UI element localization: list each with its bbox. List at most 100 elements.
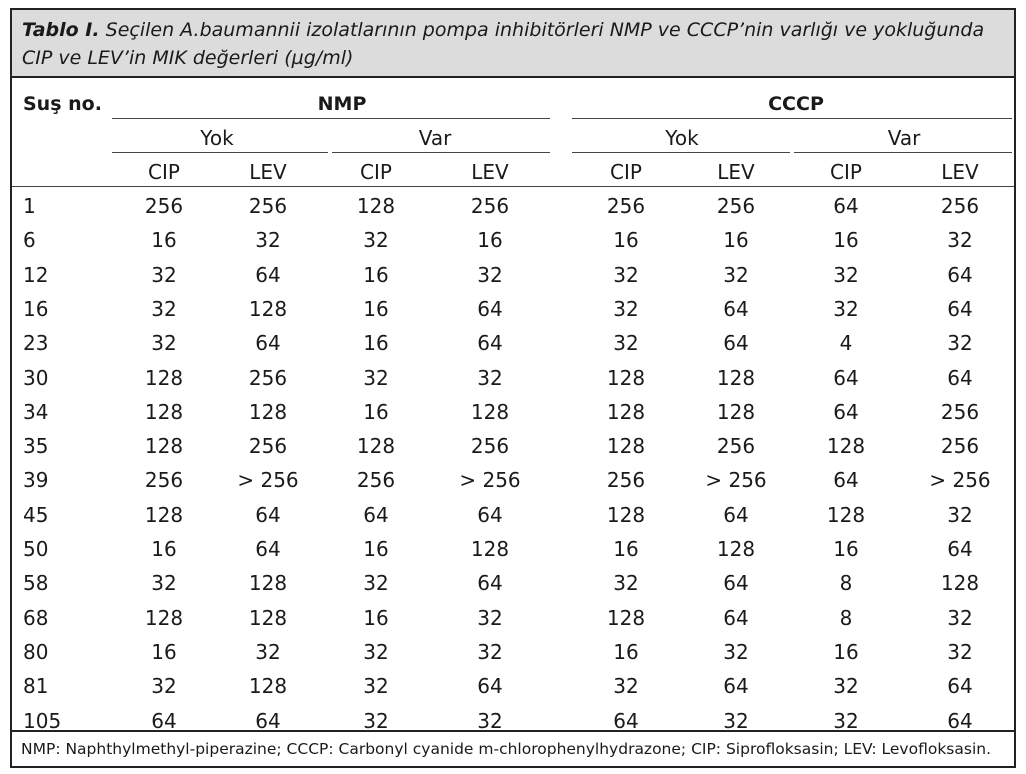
mic-value: 128 (144, 434, 184, 458)
mic-value: > 256 (237, 468, 299, 492)
mic-value: 64 (477, 571, 503, 595)
strain-id: 6 (23, 228, 36, 252)
mic-value: 256 (940, 194, 980, 218)
mic-value: 128 (470, 537, 510, 561)
mic-value: > 256 (705, 468, 767, 492)
mic-value: 32 (477, 640, 503, 664)
mic-value: 128 (356, 434, 396, 458)
mic-value: 128 (248, 571, 288, 595)
mic-value: 256 (144, 194, 184, 218)
mic-value: 64 (947, 366, 973, 390)
mic-value: 32 (947, 503, 973, 527)
column-header: CIP (830, 160, 862, 184)
mic-value: 32 (723, 263, 749, 287)
mic-value: 256 (606, 194, 646, 218)
mic-value: 16 (613, 640, 639, 664)
subgroup-header: Yok (665, 126, 699, 150)
mic-value: 32 (833, 674, 859, 698)
strain-id: 34 (23, 400, 49, 424)
mic-value: 128 (606, 434, 646, 458)
mic-value: 16 (833, 537, 859, 561)
mic-value: 64 (255, 709, 281, 733)
mic-value: 32 (947, 228, 973, 252)
mic-value: 16 (363, 537, 389, 561)
mic-value: 256 (470, 434, 510, 458)
mic-value: 256 (716, 194, 756, 218)
column-header-rule (12, 186, 1014, 187)
mic-value: 64 (947, 537, 973, 561)
mic-value: 128 (248, 674, 288, 698)
mic-value: 16 (833, 228, 859, 252)
column-header: LEV (941, 160, 979, 184)
mic-value: 128 (940, 571, 980, 595)
mic-value: 128 (144, 503, 184, 527)
mic-value: 32 (723, 709, 749, 733)
mic-value: 128 (716, 366, 756, 390)
mic-value: 32 (613, 263, 639, 287)
strain-id: 81 (23, 674, 49, 698)
mic-value: 32 (477, 709, 503, 733)
mic-value: 32 (363, 674, 389, 698)
mic-value: 32 (151, 263, 177, 287)
subgroup-header-rule (794, 152, 1012, 153)
mic-value: 64 (723, 503, 749, 527)
mic-value: 128 (144, 400, 184, 424)
mic-value: 128 (606, 366, 646, 390)
row-header-label: Suş no. (23, 93, 102, 115)
mic-value: 64 (833, 468, 859, 492)
mic-value: 64 (477, 331, 503, 355)
mic-value: 64 (613, 709, 639, 733)
column-header: CIP (610, 160, 642, 184)
mic-value: 64 (947, 709, 973, 733)
strain-id: 80 (23, 640, 49, 664)
column-header: LEV (471, 160, 509, 184)
mic-value: 256 (248, 366, 288, 390)
mic-value: 32 (947, 606, 973, 630)
mic-value: 256 (470, 194, 510, 218)
mic-value: 16 (151, 228, 177, 252)
mic-value: 128 (144, 606, 184, 630)
mic-value: 64 (947, 297, 973, 321)
mic-value: 64 (833, 400, 859, 424)
mic-value: 16 (477, 228, 503, 252)
mic-value: 32 (151, 674, 177, 698)
mic-value: 16 (151, 640, 177, 664)
mic-value: 32 (477, 366, 503, 390)
mic-value: 32 (151, 297, 177, 321)
mic-value: 32 (363, 571, 389, 595)
mic-value: 32 (477, 263, 503, 287)
mic-value: 128 (144, 366, 184, 390)
mic-value: 16 (363, 297, 389, 321)
caption-label: Tablo I. (22, 19, 100, 41)
strain-id: 16 (23, 297, 49, 321)
mic-value: 256 (248, 434, 288, 458)
mic-value: 128 (826, 503, 866, 527)
strain-id: 39 (23, 468, 49, 492)
column-header: LEV (717, 160, 755, 184)
mic-value: 128 (470, 400, 510, 424)
mic-value: 16 (723, 228, 749, 252)
mic-table: Suş no. NMP Yok Var CCCP Yok Var CIP LEV CIP LEV CI… (12, 78, 1014, 734)
mic-value: 128 (356, 194, 396, 218)
mic-value: 32 (363, 228, 389, 252)
table-footnote: NMP: Naphthylmethyl-piperazine; CCCP: Ca… (12, 730, 1014, 766)
mic-value: 32 (833, 263, 859, 287)
mic-value: 64 (255, 537, 281, 561)
mic-value: 64 (363, 503, 389, 527)
mic-value: 64 (723, 331, 749, 355)
mic-value: 32 (613, 331, 639, 355)
mic-value: 128 (716, 400, 756, 424)
mic-value: 64 (477, 503, 503, 527)
mic-value: 128 (248, 400, 288, 424)
caption-text: Seçilen A.baumannii izolatlarının pompa … (22, 19, 985, 69)
mic-value: 256 (144, 468, 184, 492)
mic-value: 16 (363, 331, 389, 355)
mic-value: 16 (613, 537, 639, 561)
mic-value: 256 (716, 434, 756, 458)
subgroup-header-rule (572, 152, 790, 153)
mic-value: 16 (363, 606, 389, 630)
mic-value: 32 (363, 366, 389, 390)
strain-id: 50 (23, 537, 49, 561)
mic-value: 8 (839, 606, 853, 630)
mic-value: 64 (947, 674, 973, 698)
